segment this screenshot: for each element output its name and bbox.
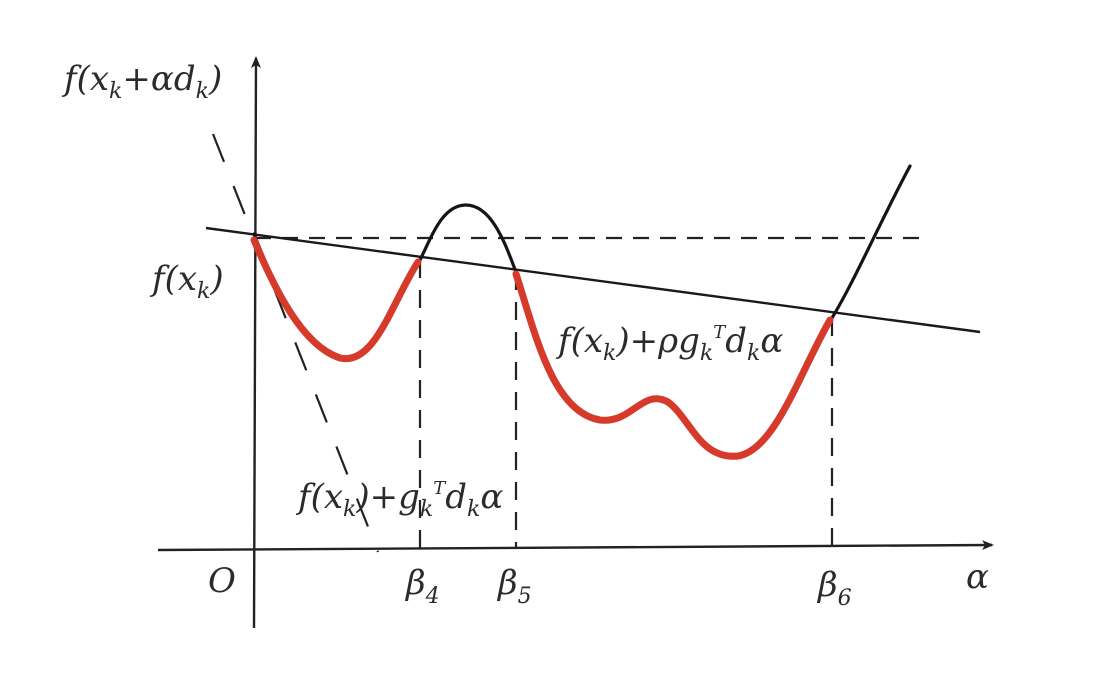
beta4-label: β4 — [404, 563, 440, 609]
origin-label: O — [208, 561, 236, 601]
acceptable-segment-2 — [512, 270, 834, 460]
alpha-label: α — [966, 557, 989, 597]
x-axis — [157, 540, 994, 552]
fxk-label: f(xk) — [149, 259, 224, 304]
beta5-label: β5 — [496, 563, 532, 609]
tangent-dashed-line — [211, 133, 380, 553]
tangent-line-label: f(xk)+gkTdkα — [295, 477, 503, 522]
acceptable-segment-1 — [250, 236, 422, 363]
y-axis — [250, 56, 261, 629]
beta6-label: β6 — [816, 565, 852, 611]
y-axis-label: f(xk+αdk) — [61, 59, 222, 104]
sufficient-decrease-line — [205, 226, 981, 334]
rho-line-label: f(xk)+ρgkTdkα — [555, 321, 783, 366]
